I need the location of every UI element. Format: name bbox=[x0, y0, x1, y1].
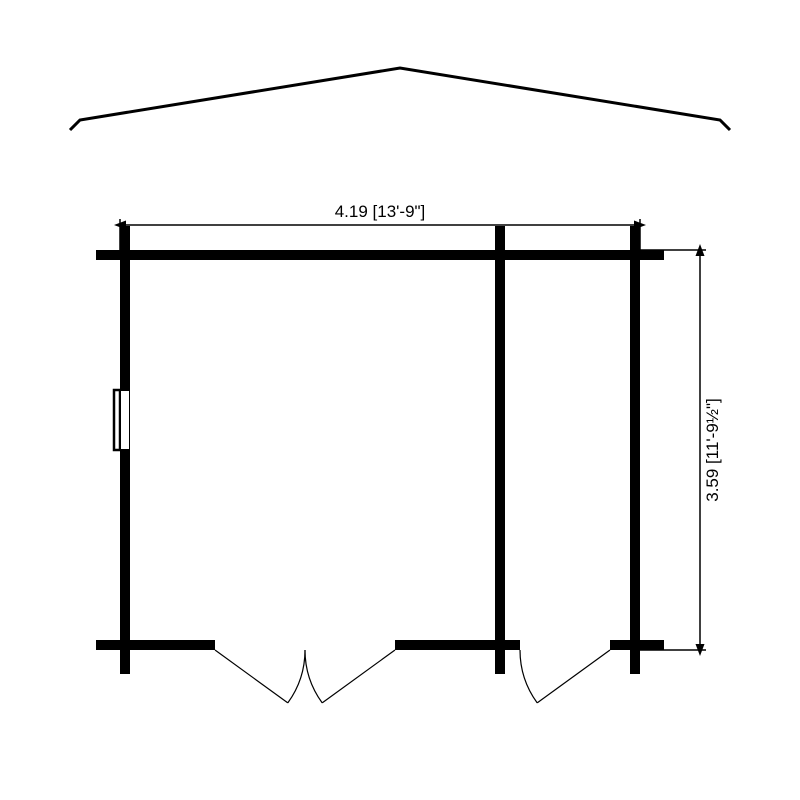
dim-width-label: 4.19 [13'-9"] bbox=[335, 202, 426, 221]
wall-left-upper bbox=[120, 226, 130, 390]
door-double-right-arc bbox=[305, 650, 322, 703]
door-single-arc bbox=[520, 650, 537, 703]
wall-bottom-left bbox=[96, 640, 215, 650]
door-single-leaf bbox=[537, 650, 610, 703]
wall-left-lower bbox=[120, 450, 130, 674]
door-double-right-leaf bbox=[322, 650, 395, 703]
window-left bbox=[114, 390, 120, 450]
door-double-left-leaf bbox=[215, 650, 288, 703]
door-double-left-arc bbox=[288, 650, 305, 703]
wall-partition bbox=[495, 226, 505, 674]
dim-height-label: 3.59 [11'-9½"] bbox=[703, 398, 722, 501]
wall-right bbox=[630, 226, 640, 674]
roof-profile bbox=[70, 68, 730, 130]
wall-top bbox=[96, 250, 664, 260]
